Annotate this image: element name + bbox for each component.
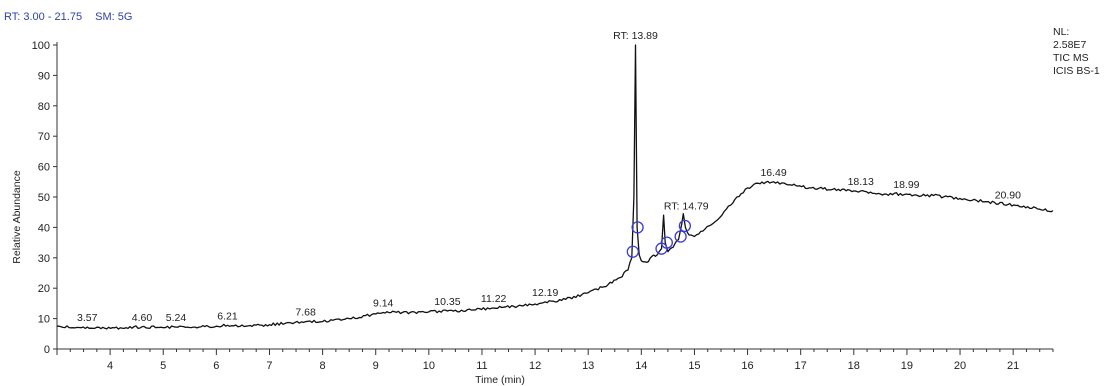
y-tick-label: 20 xyxy=(38,283,50,295)
info-line: NL: xyxy=(1053,26,1070,38)
x-tick-label: 5 xyxy=(160,360,166,372)
x-axis-ticks: 4 5 6 7 8 9 10 11 12 13 14 15 16 17 18 19 20 21 xyxy=(56,349,1054,372)
rt-range-label: RT: 3.00 - 21.75 xyxy=(4,11,83,23)
peak-marker-circle xyxy=(678,219,692,233)
y-tick-label: 10 xyxy=(38,314,50,326)
x-tick-label: 18 xyxy=(848,360,860,372)
y-tick-label: 0 xyxy=(44,344,50,356)
peak-label: 6.21 xyxy=(217,310,238,322)
peak-label: 7.68 xyxy=(295,307,316,319)
x-tick-label: 4 xyxy=(107,360,113,372)
info-line: 2.58E7 xyxy=(1053,39,1087,51)
y-tick-label: 40 xyxy=(38,222,50,234)
tic-trace xyxy=(56,44,1054,330)
smoothing-label: SM: 5G xyxy=(95,11,133,23)
x-tick-label: 21 xyxy=(1007,360,1019,372)
peak-label: 4.60 xyxy=(132,312,153,324)
peak-label: RT: 14.79 xyxy=(664,201,709,213)
x-tick-label: 14 xyxy=(635,360,647,372)
peak-label: 16.49 xyxy=(760,167,786,179)
peak-label: 18.13 xyxy=(848,176,874,188)
x-tick-label: 12 xyxy=(529,360,541,372)
peak-label: 5.24 xyxy=(166,312,187,324)
tic-trace-line xyxy=(56,44,1054,330)
peak-marker-circle xyxy=(674,230,687,243)
y-tick-label: 70 xyxy=(38,131,50,143)
peak-marker-circle xyxy=(626,245,639,258)
x-tick-label: 6 xyxy=(213,360,219,372)
peak-marker-circle xyxy=(631,221,644,234)
peak-markers xyxy=(626,219,692,258)
normalization-info: NL: 2.58E7 TIC MS ICIS BS-1 xyxy=(1053,26,1100,78)
peak-marker-circle xyxy=(660,236,673,249)
y-axis-title: Relative Abundance xyxy=(11,170,23,264)
x-tick-label: 7 xyxy=(266,360,272,372)
x-tick-label: 19 xyxy=(901,360,913,372)
info-line: ICIS BS-1 xyxy=(1053,65,1100,77)
y-tick-label: 60 xyxy=(38,162,50,174)
y-tick-label: 100 xyxy=(32,40,50,52)
peak-label: 9.14 xyxy=(373,298,394,310)
y-tick-label: 30 xyxy=(38,253,50,265)
x-tick-label: 9 xyxy=(373,360,379,372)
x-tick-label: 17 xyxy=(795,360,807,372)
x-tick-label: 8 xyxy=(320,360,326,372)
axes xyxy=(56,42,1053,350)
x-tick-label: 15 xyxy=(688,360,700,372)
peak-label: 18.99 xyxy=(893,179,919,191)
info-line: TIC MS xyxy=(1053,52,1089,64)
x-tick-label: 16 xyxy=(741,360,753,372)
peak-labels: 3.57 4.60 5.24 6.21 7.68 9.14 10.35 11.22 12.19 R… xyxy=(77,30,1021,324)
peak-label: RT: 13.89 xyxy=(613,30,658,42)
x-tick-label: 20 xyxy=(954,360,966,372)
peak-label: 20.90 xyxy=(995,190,1021,202)
x-tick-label: 13 xyxy=(582,360,594,372)
peak-label: 12.19 xyxy=(532,287,558,299)
peak-label: 11.22 xyxy=(481,293,507,305)
y-tick-label: 90 xyxy=(38,70,50,82)
x-tick-label: 11 xyxy=(476,360,487,372)
peak-label: 3.57 xyxy=(77,312,98,324)
x-tick-label: 10 xyxy=(423,360,435,372)
y-tick-label: 80 xyxy=(38,101,50,113)
chart-header: RT: 3.00 - 21.75 SM: 5G xyxy=(4,11,142,23)
y-axis-ticks: 0 10 20 30 40 50 60 70 80 90 100 xyxy=(32,40,57,356)
y-tick-label: 50 xyxy=(38,192,50,204)
x-axis-title: Time (min) xyxy=(475,374,525,386)
peak-label: 10.35 xyxy=(434,296,460,308)
